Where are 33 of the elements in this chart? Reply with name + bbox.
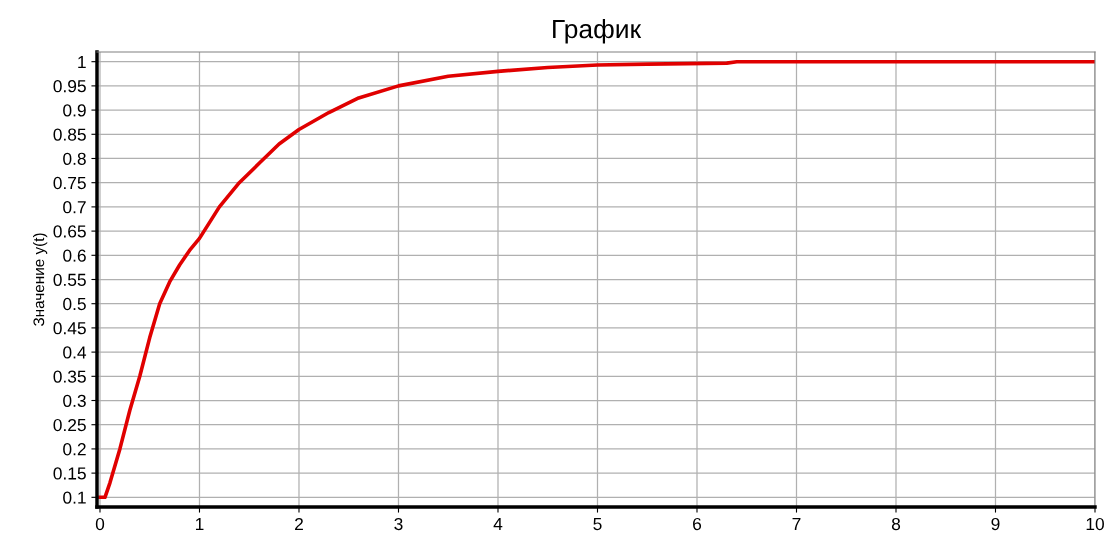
y-tick-label: 0.3	[63, 394, 86, 407]
x-tick-label: 8	[891, 517, 901, 531]
y-tick-label: 0.1	[63, 491, 86, 504]
y-tick-label: 0.35	[53, 370, 86, 383]
x-tick-label: 2	[295, 517, 303, 530]
x-tick-label: 4	[493, 518, 503, 530]
y-tick-label: 0.55	[53, 273, 86, 286]
y-tick-label: 0.85	[53, 128, 86, 141]
x-tick-label: 9	[991, 517, 1000, 531]
y-tick-label: 0.45	[53, 322, 86, 335]
y-tick-label: 0.7	[63, 201, 86, 214]
x-tick-label: 0	[95, 517, 105, 531]
y-tick-label: 0.25	[53, 418, 86, 432]
x-tick-label: 1	[195, 518, 204, 530]
y-tick-label: 0.6	[63, 249, 86, 262]
line-series	[98, 59, 1095, 500]
x-tick-label: 6	[693, 517, 702, 531]
x-tick-label: 3	[394, 517, 403, 531]
y-tick-label: 0.9	[63, 104, 86, 117]
y-axis-title: Значение y(t)	[33, 233, 48, 327]
y-tick-label: 0.65	[53, 225, 86, 238]
y-tick-label: 0.2	[63, 443, 86, 456]
y-tick-label: 0.95	[53, 80, 86, 93]
y-tick-label: 0.8	[63, 152, 86, 165]
x-tick-label: 7	[792, 518, 801, 530]
x-tick-label: 5	[593, 518, 602, 531]
y-tick-label: 0.4	[63, 346, 87, 359]
y-tick-label: 0.75	[53, 176, 86, 190]
y-tick-label: 0.5	[63, 297, 86, 311]
y-tick-label: 1	[78, 56, 86, 68]
y-tick-label: 0.15	[53, 467, 86, 480]
chart-title: График	[553, 18, 642, 44]
x-tick-label: 10	[1086, 517, 1104, 531]
